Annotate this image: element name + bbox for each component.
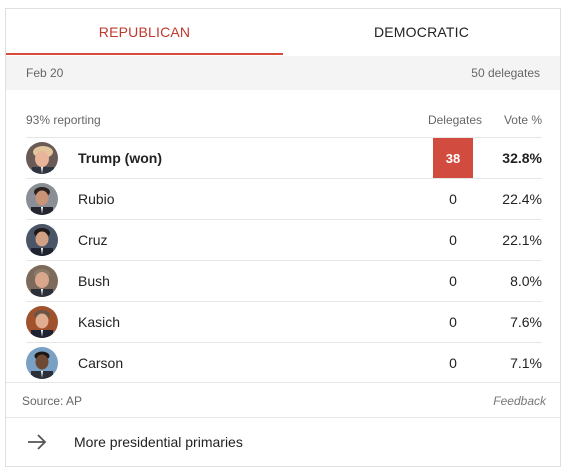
candidate-avatar-bush: [26, 265, 58, 297]
results-table: Trump (won) 38 32.8% Rubio 0 22.4%: [26, 138, 542, 384]
delegate-count: 0: [449, 355, 457, 371]
results-card: REPUBLICAN DEMOCRATIC Feb 20 50 delegate…: [5, 8, 561, 467]
table-row[interactable]: Trump (won) 38 32.8%: [26, 138, 542, 179]
vote-percent: 7.1%: [510, 355, 542, 371]
tab-democratic[interactable]: DEMOCRATIC: [373, 23, 470, 40]
arrow-right-icon: [26, 432, 48, 452]
reporting-status: 93% reporting: [26, 113, 101, 127]
delegate-total: 50 delegates: [471, 66, 540, 80]
source-bar: Source: AP Feedback: [6, 382, 560, 418]
candidate-name: Bush: [78, 273, 110, 289]
candidate-name: Rubio: [78, 191, 115, 207]
date-bar: Feb 20 50 delegates: [6, 56, 560, 90]
vote-column-header: Vote %: [503, 113, 542, 127]
table-row[interactable]: Cruz 0 22.1%: [26, 220, 542, 261]
vote-percent: 8.0%: [510, 273, 542, 289]
vote-percent: 22.4%: [502, 191, 542, 207]
candidate-name: Cruz: [78, 232, 108, 248]
tab-republican[interactable]: REPUBLICAN: [6, 9, 283, 55]
table-row[interactable]: Rubio 0 22.4%: [26, 179, 542, 220]
vote-percent: 22.1%: [502, 232, 542, 248]
more-primaries-label: More presidential primaries: [74, 434, 243, 450]
vote-percent: 7.6%: [510, 314, 542, 330]
feedback-link[interactable]: Feedback: [493, 394, 546, 408]
source-label: Source: AP: [22, 394, 83, 408]
delegate-count: 0: [449, 191, 457, 207]
results-header: 93% reporting Delegates Vote %: [26, 109, 542, 138]
table-row[interactable]: Bush 0 8.0%: [26, 261, 542, 302]
delegate-count: 0: [449, 273, 457, 289]
table-row[interactable]: Kasich 0 7.6%: [26, 302, 542, 343]
candidate-avatar-cruz: [26, 224, 58, 256]
delegates-column-header: Delegates: [427, 113, 482, 127]
vote-percent: 32.8%: [502, 150, 542, 166]
more-primaries-link[interactable]: More presidential primaries: [6, 418, 560, 466]
candidate-name: Kasich: [78, 314, 121, 330]
primary-date: Feb 20: [26, 66, 64, 80]
candidate-name: Carson: [78, 355, 124, 371]
table-row[interactable]: Carson 0 7.1%: [26, 343, 542, 384]
candidate-avatar-carson: [26, 347, 58, 379]
candidate-avatar-kasich: [26, 306, 58, 338]
candidate-avatar-rubio: [26, 183, 58, 215]
candidate-name: Trump (won): [78, 150, 162, 166]
delegate-count: 0: [449, 232, 457, 248]
delegate-count: 38: [433, 138, 473, 178]
party-tabs: REPUBLICAN DEMOCRATIC: [6, 9, 560, 57]
candidate-avatar-trump: [26, 142, 58, 174]
delegate-count: 0: [449, 314, 457, 330]
